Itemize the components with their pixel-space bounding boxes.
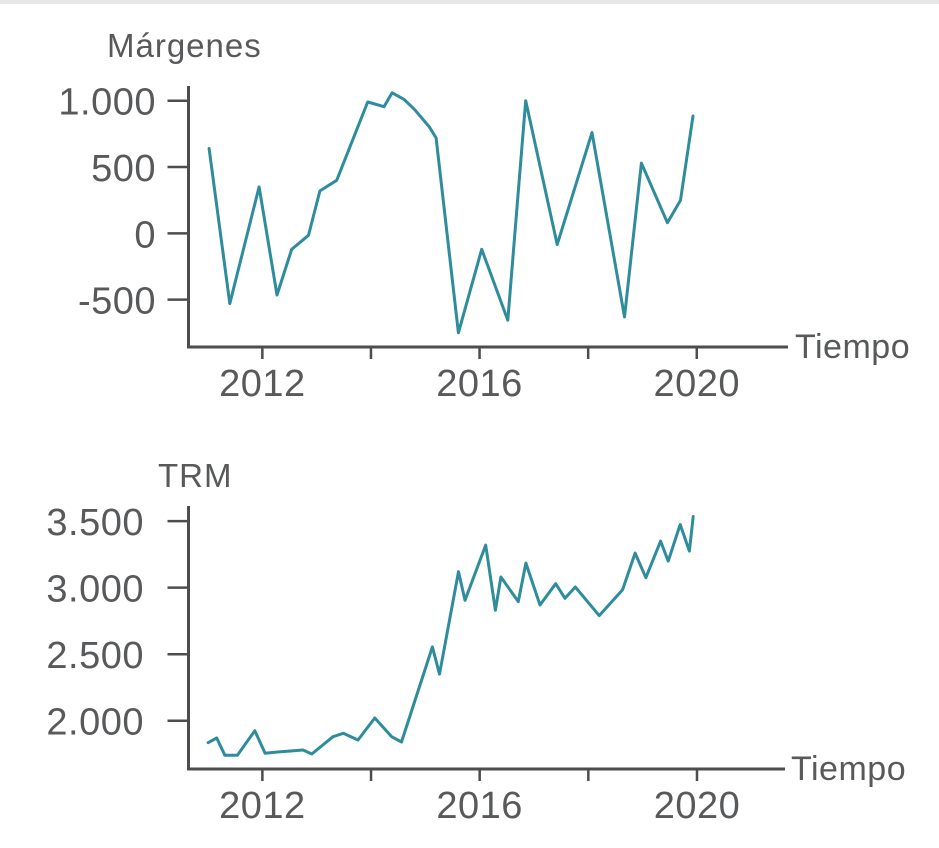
x-tick-label: 2020 [653, 363, 740, 405]
data-line [206, 515, 695, 757]
x-axis-title: Tiempo [791, 750, 906, 788]
y-tick-label: 500 [91, 148, 156, 190]
x-axis-title: Tiempo [795, 328, 910, 366]
data-line [207, 91, 695, 335]
x-tick-label: 2020 [654, 785, 741, 827]
y-tick-label: 1.000 [58, 82, 156, 124]
top-edge-strip [0, 0, 939, 4]
y-tick-label: 0 [134, 214, 156, 256]
x-tick-label: 2012 [219, 363, 306, 405]
y-tick-label: -500 [78, 281, 156, 323]
y-tick-label: 3.000 [46, 569, 144, 611]
chart-title: Márgenes [107, 27, 262, 64]
y-tick-label: 2.500 [46, 635, 144, 677]
x-tick-label: 2012 [219, 785, 306, 827]
x-tick-label: 2016 [436, 363, 523, 405]
chart-title: TRM [158, 457, 232, 494]
chart-trm: 3.500 3.000 2.500 2.000 2012 2016 2020 TRM Tiemp… [46, 457, 906, 827]
y-tick-label: 3.500 [46, 502, 144, 544]
y-tick-label: 2.000 [46, 702, 144, 744]
chart-margenes: 1.000 500 0 -500 2012 2016 2020 Márgenes Tiempo [58, 27, 910, 405]
x-tick-label: 2016 [436, 785, 523, 827]
